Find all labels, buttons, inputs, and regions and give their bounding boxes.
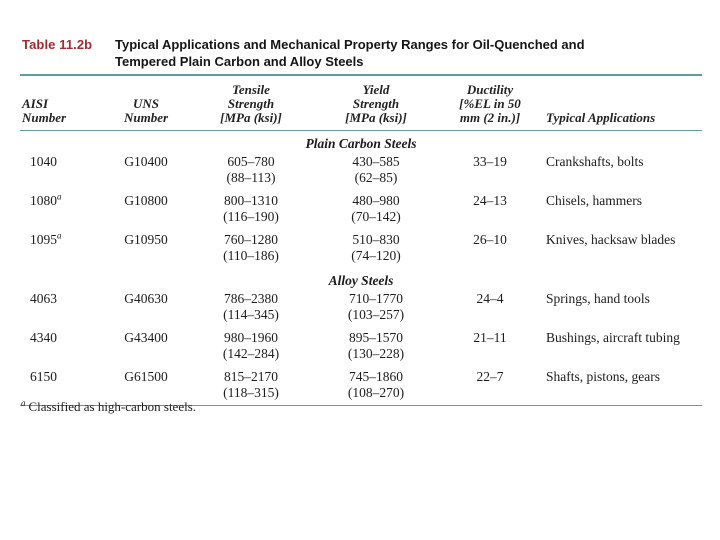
cell-aisi: 1040: [30, 154, 57, 169]
steel-properties-table: AISI Number UNS Number Tensile Strength …: [20, 74, 702, 406]
cell-tensile: 800–1310 (116–190): [223, 193, 279, 224]
table-row: 4340 G43400 980–1960 (142–284) 895–1570 …: [20, 327, 702, 366]
cell-aisi: 1080a: [30, 191, 62, 208]
cell-yield: 895–1570 (130–228): [347, 330, 405, 361]
cell-yield: 710–1770 (103–257): [347, 291, 405, 322]
cell-tensile: 815–2170 (118–315): [223, 369, 279, 400]
cell-aisi: 4063: [30, 291, 57, 306]
cell-tensile: 980–1960 (142–284): [222, 330, 280, 361]
cell-tensile: 786–2380 (114–345): [223, 291, 279, 322]
header-tensile-strength: Tensile Strength [MPa (ksi)]: [190, 75, 312, 131]
cell-uns: G61500: [124, 369, 168, 384]
header-aisi-number: AISI Number: [20, 75, 102, 131]
table-title-line2: Tempered Plain Carbon and Alloy Steels: [115, 54, 364, 69]
table-title: Table 11.2b Typical Applications and Mec…: [22, 36, 682, 70]
cell-tensile: 605–780 (88–113): [226, 154, 276, 185]
cell-yield: 745–1860 (108–270): [347, 369, 405, 400]
header-row: AISI Number UNS Number Tensile Strength …: [20, 75, 702, 131]
header-uns-number: UNS Number: [102, 75, 190, 131]
cell-uns: G40630: [124, 291, 168, 306]
table-footnote: a Classified as high-carbon steels.: [21, 398, 196, 415]
cell-yield: 480–980 (70–142): [351, 193, 401, 224]
cell-applications: Bushings, aircraft tubing: [546, 330, 680, 345]
cell-ductility: 22–7: [476, 369, 504, 384]
table-row: 4063 G40630 786–2380 (114–345) 710–1770 …: [20, 288, 702, 327]
table-number-label: Table 11.2b: [22, 37, 93, 52]
section-header-plain-carbon-steels: Plain Carbon Steels: [305, 136, 417, 151]
cell-uns: G10800: [124, 193, 168, 208]
cell-ductility: 26–10: [473, 232, 507, 247]
cell-applications: Knives, hacksaw blades: [546, 232, 676, 247]
footnote-text: Classified as high-carbon steels.: [28, 399, 197, 415]
table-row: 1095a G10950 760–1280 (110–186) 510–830 …: [20, 229, 702, 268]
cell-uns: G10950: [124, 232, 168, 247]
cell-aisi: 4340: [30, 330, 57, 345]
steel-properties-table-wrap: AISI Number UNS Number Tensile Strength …: [20, 74, 702, 406]
header-ductility: Ductility [%EL in 50 mm (2 in.)]: [440, 75, 540, 131]
header-typical-applications: Typical Applications: [540, 75, 702, 131]
table-row: 1080a G10800 800–1310 (116–190) 480–980 …: [20, 190, 702, 229]
cell-ductility: 24–13: [473, 193, 507, 208]
cell-uns: G43400: [124, 330, 168, 345]
table-row: 1040 G10400 605–780 (88–113) 430–585 (62…: [20, 151, 702, 190]
cell-applications: Springs, hand tools: [546, 291, 650, 306]
cell-aisi: 1095a: [30, 230, 62, 247]
cell-applications: Chisels, hammers: [546, 193, 642, 208]
cell-ductility: 33–19: [473, 154, 507, 169]
cell-ductility: 24–4: [476, 291, 504, 306]
cell-aisi: 6150: [30, 369, 57, 384]
cell-tensile: 760–1280 (110–186): [223, 232, 279, 263]
table-title-line1: Typical Applications and Mechanical Prop…: [115, 37, 585, 52]
footnote-marker: a: [21, 398, 26, 408]
table-row: 6150 G61500 815–2170 (118–315) 745–1860 …: [20, 366, 702, 406]
section-header-alloy-steels: Alloy Steels: [328, 273, 394, 288]
cell-applications: Shafts, pistons, gears: [546, 369, 660, 384]
cell-yield: 430–585 (62–85): [352, 154, 400, 185]
table-title-text: Typical Applications and Mechanical Prop…: [115, 36, 585, 70]
header-yield-strength: Yield Strength [MPa (ksi)]: [312, 75, 440, 131]
cell-applications: Crankshafts, bolts: [546, 154, 644, 169]
cell-uns: G10400: [124, 154, 168, 169]
cell-yield: 510–830 (74–120): [351, 232, 401, 263]
cell-ductility: 21–11: [473, 330, 507, 345]
